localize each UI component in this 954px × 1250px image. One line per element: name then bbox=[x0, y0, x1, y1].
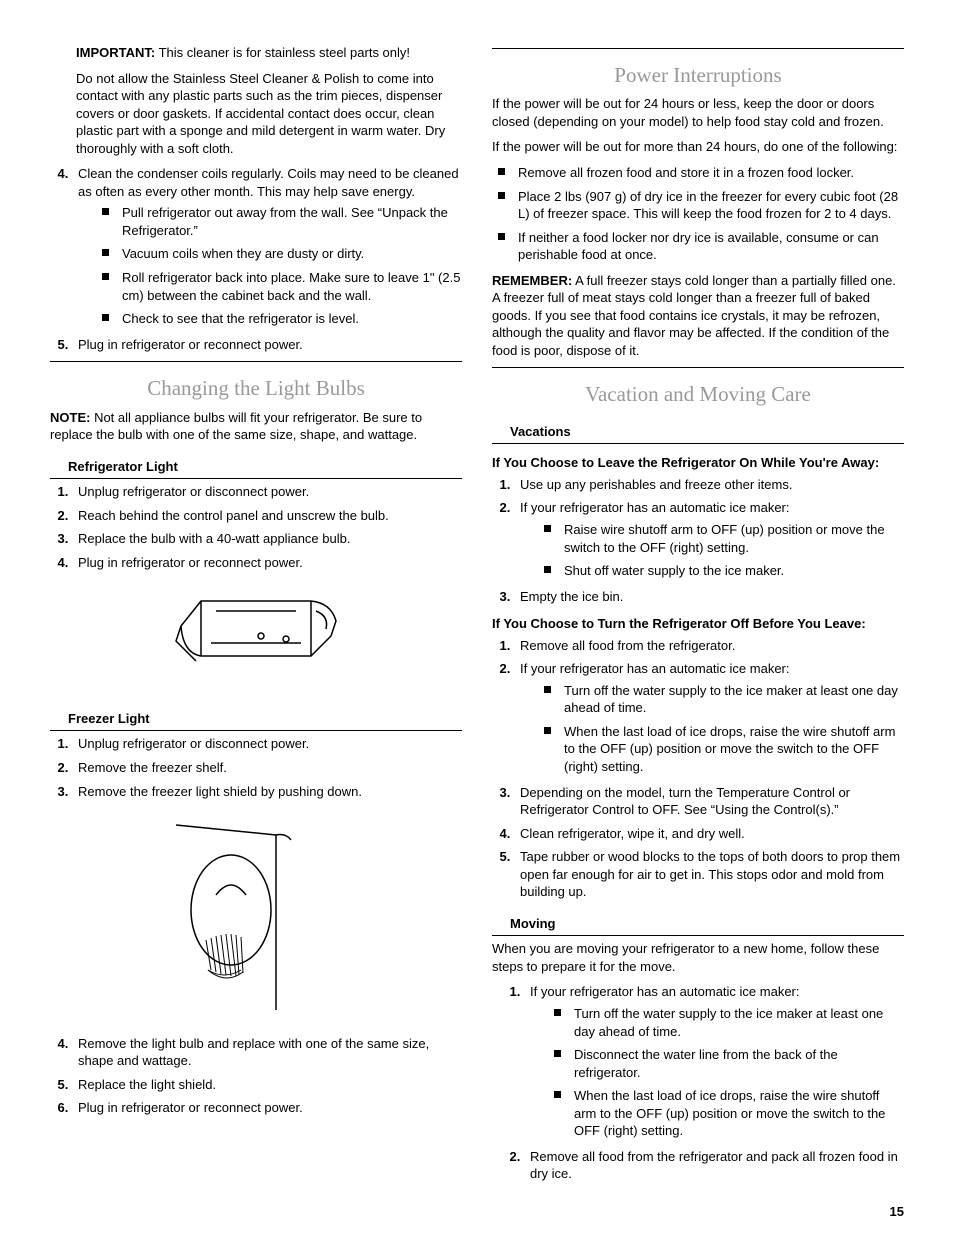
cleaner-warning: Do not allow the Stainless Steel Cleaner… bbox=[50, 70, 462, 158]
step-4-bullets: Pull refrigerator out away from the wall… bbox=[78, 204, 462, 327]
bullet: Remove all frozen food and store it in a… bbox=[498, 164, 904, 182]
moving-steps: If your refrigerator has an automatic ic… bbox=[492, 983, 904, 1182]
leave-on-heading: If You Choose to Leave the Refrigerator … bbox=[492, 454, 904, 472]
list-item: Use up any perishables and freeze other … bbox=[514, 476, 904, 494]
page-number: 15 bbox=[50, 1203, 904, 1221]
bullet: When the last load of ice drops, raise t… bbox=[544, 723, 904, 776]
bullet: Check to see that the refrigerator is le… bbox=[102, 310, 462, 328]
right-column: Power Interruptions If the power will be… bbox=[492, 40, 904, 1191]
list-item: Clean refrigerator, wipe it, and dry wel… bbox=[514, 825, 904, 843]
freezer-light-steps-b: Remove the light bulb and replace with o… bbox=[50, 1035, 462, 1117]
important-label: IMPORTANT: bbox=[76, 45, 155, 60]
sub-bullets: Turn off the water supply to the ice mak… bbox=[530, 1005, 904, 1140]
bullet: Turn off the water supply to the ice mak… bbox=[554, 1005, 904, 1040]
bullet: Roll refrigerator back into place. Make … bbox=[102, 269, 462, 304]
list-item: Replace the light shield. bbox=[72, 1076, 462, 1094]
section-heading-power: Power Interruptions bbox=[492, 61, 904, 89]
list-item: Tape rubber or wood blocks to the tops o… bbox=[514, 848, 904, 901]
list-item: Unplug refrigerator or disconnect power. bbox=[72, 735, 462, 753]
sub-bullets: Turn off the water supply to the ice mak… bbox=[520, 682, 904, 776]
vacations-heading: Vacations bbox=[492, 423, 904, 445]
step-text: If your refrigerator has an automatic ic… bbox=[520, 661, 790, 676]
list-item: If your refrigerator has an automatic ic… bbox=[514, 499, 904, 579]
continued-steps: Clean the condenser coils regularly. Coi… bbox=[50, 165, 462, 353]
leave-on-steps: Use up any perishables and freeze other … bbox=[492, 476, 904, 605]
list-item: Remove the light bulb and replace with o… bbox=[72, 1035, 462, 1070]
bullet: Disconnect the water line from the back … bbox=[554, 1046, 904, 1081]
sub-bullets: Raise wire shutoff arm to OFF (up) posit… bbox=[520, 521, 904, 580]
turn-off-steps: Remove all food from the refrigerator. I… bbox=[492, 637, 904, 901]
list-item: Unplug refrigerator or disconnect power. bbox=[72, 483, 462, 501]
step-4: Clean the condenser coils regularly. Coi… bbox=[72, 165, 462, 327]
list-item: Plug in refrigerator or reconnect power. bbox=[72, 1099, 462, 1117]
moving-intro: When you are moving your refrigerator to… bbox=[492, 940, 904, 975]
list-item: Remove the freezer light shield by pushi… bbox=[72, 783, 462, 801]
refrigerator-light-steps: Unplug refrigerator or disconnect power.… bbox=[50, 483, 462, 571]
freezer-light-heading: Freezer Light bbox=[50, 710, 462, 732]
section-heading-bulbs: Changing the Light Bulbs bbox=[50, 374, 462, 402]
bullet: Turn off the water supply to the ice mak… bbox=[544, 682, 904, 717]
divider bbox=[492, 367, 904, 368]
list-item: Replace the bulb with a 40-watt applianc… bbox=[72, 530, 462, 548]
note-text: Not all appliance bulbs will fit your re… bbox=[50, 410, 422, 443]
list-item: Remove all food from the refrigerator an… bbox=[524, 1148, 904, 1183]
freezer-light-figure bbox=[50, 810, 462, 1025]
section-heading-vacation: Vacation and Moving Care bbox=[492, 380, 904, 408]
moving-heading: Moving bbox=[492, 915, 904, 937]
bullet: Raise wire shutoff arm to OFF (up) posit… bbox=[544, 521, 904, 556]
bullet: Shut off water supply to the ice maker. bbox=[544, 562, 904, 580]
divider bbox=[50, 361, 462, 362]
step-4-text: Clean the condenser coils regularly. Coi… bbox=[78, 166, 459, 199]
refrigerator-light-figure bbox=[50, 581, 462, 696]
power-p1: If the power will be out for 24 hours or… bbox=[492, 95, 904, 130]
freezer-light-steps-a: Unplug refrigerator or disconnect power.… bbox=[50, 735, 462, 800]
list-item: Reach behind the control panel and unscr… bbox=[72, 507, 462, 525]
divider bbox=[492, 48, 904, 49]
bullet: Vacuum coils when they are dusty or dirt… bbox=[102, 245, 462, 263]
turn-off-heading: If You Choose to Turn the Refrigerator O… bbox=[492, 615, 904, 633]
remember-label: REMEMBER: bbox=[492, 273, 572, 288]
step-text: If your refrigerator has an automatic ic… bbox=[520, 500, 790, 515]
bullet: Pull refrigerator out away from the wall… bbox=[102, 204, 462, 239]
list-item: If your refrigerator has an automatic ic… bbox=[524, 983, 904, 1139]
step-text: If your refrigerator has an automatic ic… bbox=[530, 984, 800, 999]
important-note: IMPORTANT: This cleaner is for stainless… bbox=[50, 44, 462, 62]
important-text: This cleaner is for stainless steel part… bbox=[155, 45, 410, 60]
bulb-note: NOTE: Not all appliance bulbs will fit y… bbox=[50, 409, 462, 444]
power-p2: If the power will be out for more than 2… bbox=[492, 138, 904, 156]
list-item: Plug in refrigerator or reconnect power. bbox=[72, 554, 462, 572]
refrigerator-light-heading: Refrigerator Light bbox=[50, 458, 462, 480]
power-bullets: Remove all frozen food and store it in a… bbox=[492, 164, 904, 264]
two-column-layout: IMPORTANT: This cleaner is for stainless… bbox=[50, 40, 904, 1191]
note-label: NOTE: bbox=[50, 410, 90, 425]
list-item: Remove all food from the refrigerator. bbox=[514, 637, 904, 655]
bullet: When the last load of ice drops, raise t… bbox=[554, 1087, 904, 1140]
list-item: Remove the freezer shelf. bbox=[72, 759, 462, 777]
list-item: If your refrigerator has an automatic ic… bbox=[514, 660, 904, 775]
list-item: Depending on the model, turn the Tempera… bbox=[514, 784, 904, 819]
remember-note: REMEMBER: A full freezer stays cold long… bbox=[492, 272, 904, 360]
left-column: IMPORTANT: This cleaner is for stainless… bbox=[50, 40, 462, 1191]
list-item: Empty the ice bin. bbox=[514, 588, 904, 606]
bullet: If neither a food locker nor dry ice is … bbox=[498, 229, 904, 264]
step-5: Plug in refrigerator or reconnect power. bbox=[72, 336, 462, 354]
bullet: Place 2 lbs (907 g) of dry ice in the fr… bbox=[498, 188, 904, 223]
